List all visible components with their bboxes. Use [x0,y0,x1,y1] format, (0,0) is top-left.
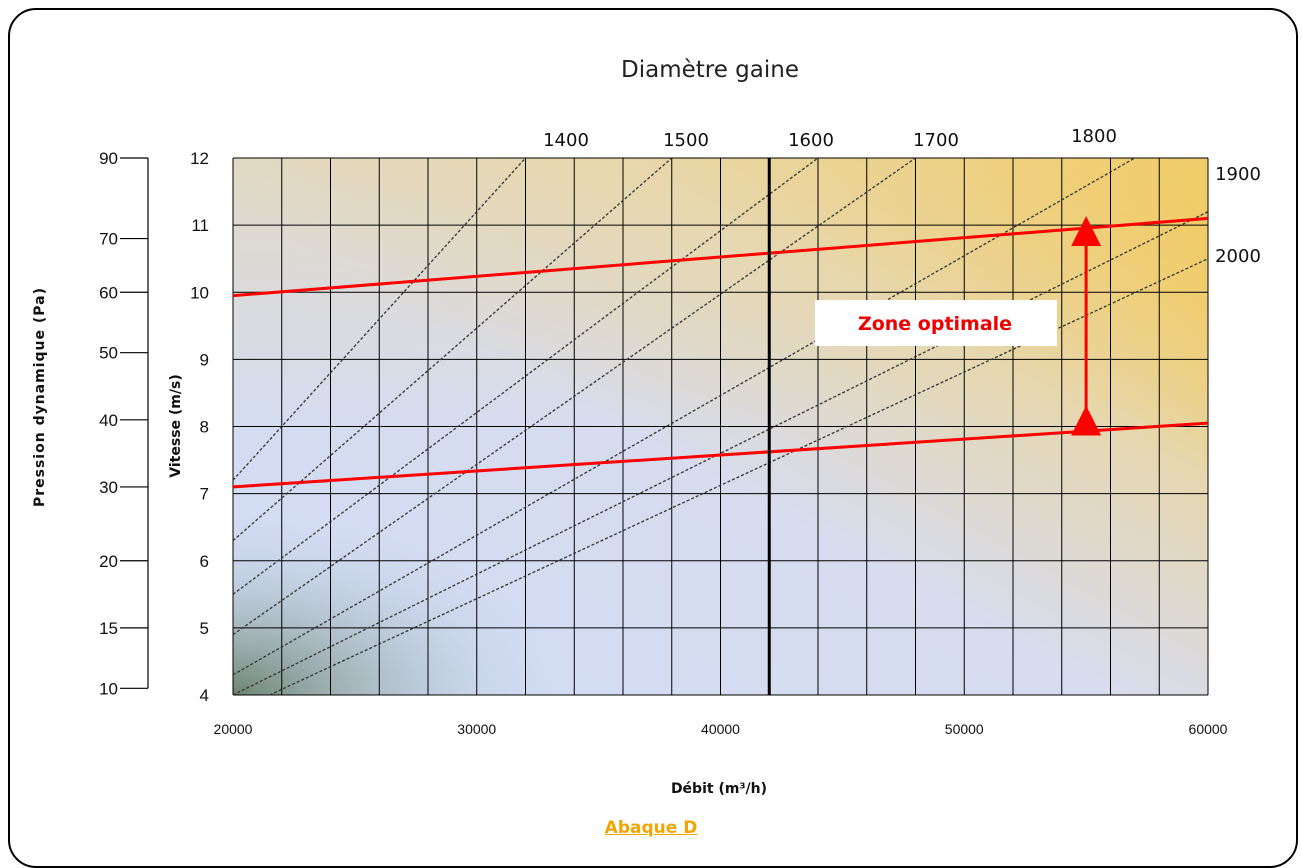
x-tick-label: 40000 [701,721,740,737]
diameter-curve-1900 [232,211,1209,696]
x-tick-label: 30000 [457,721,496,737]
pressure-axis: 90 70 60 50 40 30 20 15 10 [99,149,149,698]
diameter-title: Diamètre gaine [621,57,799,83]
y-tick-label: 12 [190,149,209,168]
zone-label: Zone optimale [858,313,1012,335]
diameter-labels: 1400 1500 1600 1700 1800 1900 2000 [543,126,1261,267]
chart: Diamètre gaine 4 5 6 7 8 9 10 11 12 90 70 60 50 40 30… [32,57,1261,797]
pressure-tick-label: 20 [99,552,118,571]
pressure-tick-label: 90 [99,149,118,168]
y-tick-label: 6 [200,552,209,571]
pressure-tick-label: 50 [99,344,118,363]
x-axis-ticks: 20000 30000 40000 50000 60000 [214,721,1228,737]
grid [232,157,1209,696]
diameter-curve-1400 [232,157,526,481]
y-tick-label: 7 [200,485,209,504]
y-tick-label: 9 [200,350,209,369]
pressure-tick-label: 70 [99,230,118,249]
pressure-tick-label: 30 [99,478,118,497]
zone-lines [232,216,1209,489]
y-tick-label: 4 [200,686,209,705]
diameter-label-1400: 1400 [543,130,589,151]
zone-upper-line [232,216,1209,298]
pressure-tick-label: 15 [99,619,118,638]
diameter-curve-1600 [232,157,819,595]
x-tick-label: 60000 [1189,721,1228,737]
pressure-tick-label: 10 [99,679,118,698]
zone-label-box [815,300,1057,346]
pressure-tick-label: 60 [99,283,118,302]
diameter-label-1700: 1700 [913,130,959,151]
pressure-tick-label: 40 [99,411,118,430]
pressure-axis-title: Pression dynamique (Pa) [32,287,48,507]
diameter-label-2000: 2000 [1215,246,1261,267]
y-axis-title: Vitesse (m/s) [168,374,184,477]
figure-caption: Abaque D [604,818,698,838]
y-axis-ticks: 4 5 6 7 8 9 10 11 12 [190,149,209,705]
zone-lower-line [232,421,1209,489]
zone-annotation: Zone optimale [815,216,1102,436]
x-tick-label: 20000 [214,721,253,737]
y-tick-label: 11 [191,216,209,235]
y-tick-label: 5 [200,619,209,638]
diameter-label-1900: 1900 [1215,164,1261,185]
diameter-label-1800: 1800 [1071,126,1117,147]
diameter-curve-1500 [232,157,673,542]
diameter-curve-1700 [232,157,916,636]
x-tick-label: 50000 [945,721,984,737]
diameter-label-1600: 1600 [788,130,834,151]
diameter-curve-1800 [232,157,1136,676]
y-tick-label: 10 [190,283,209,302]
y-tick-label: 8 [200,418,209,437]
x-axis-title: Débit (m³/h) [671,781,767,797]
diameter-label-1500: 1500 [663,130,709,151]
